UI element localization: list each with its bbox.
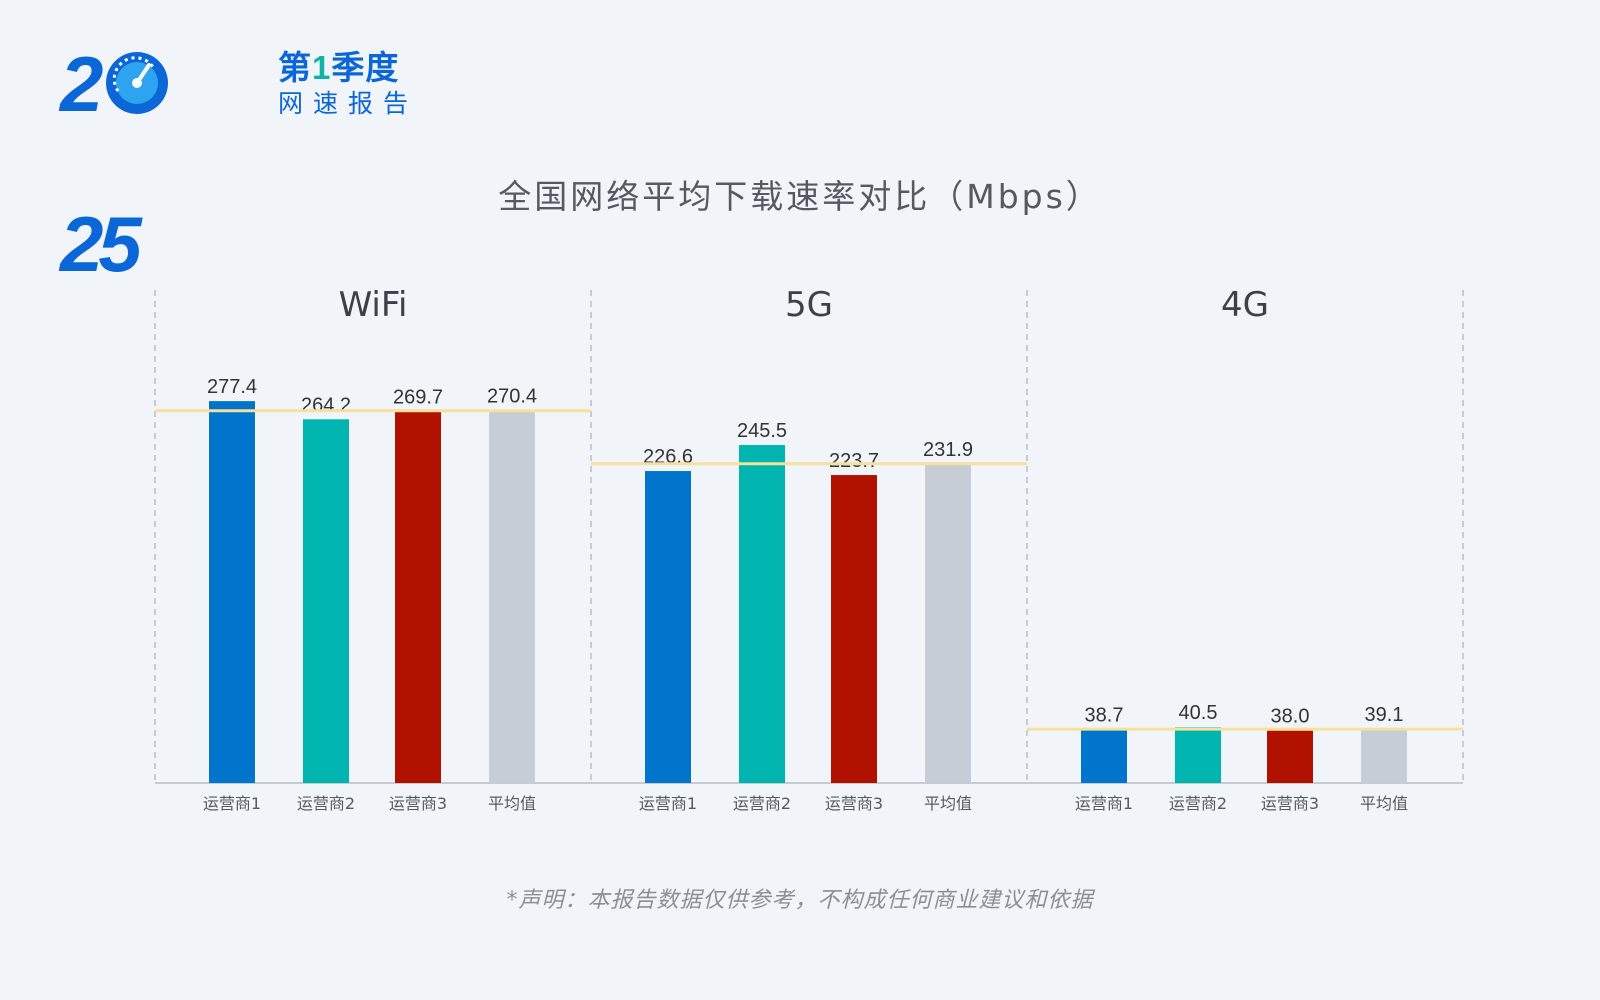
bar-4g-3 bbox=[1267, 730, 1313, 783]
logo-quarter-prefix: 第 bbox=[278, 49, 312, 86]
category-label-5g-1: 运营商1 bbox=[639, 794, 697, 813]
category-label-5g-2: 运营商2 bbox=[733, 794, 791, 813]
data-label-wifi-2: 264.2 bbox=[301, 394, 351, 416]
data-label-4g-4: 39.1 bbox=[1365, 704, 1404, 726]
logo-quarter-suffix: 季度 bbox=[331, 49, 400, 86]
bar-5g-2 bbox=[739, 445, 785, 783]
panel-title-4g: 4G bbox=[1221, 285, 1269, 325]
category-label-4g-4: 平均值 bbox=[1360, 794, 1408, 813]
bar-5g-3 bbox=[831, 475, 877, 783]
category-label-wifi-2: 运营商2 bbox=[297, 794, 355, 813]
data-label-4g-2: 40.5 bbox=[1179, 702, 1218, 724]
category-label-5g-4: 平均值 bbox=[924, 794, 972, 813]
data-label-5g-4: 231.9 bbox=[923, 439, 973, 461]
category-label-5g-3: 运营商3 bbox=[825, 794, 883, 813]
category-label-4g-1: 运营商1 bbox=[1075, 794, 1133, 813]
logo-quarter-number: 1 bbox=[312, 49, 332, 86]
bar-wifi-2 bbox=[303, 419, 349, 783]
category-label-wifi-3: 运营商3 bbox=[389, 794, 447, 813]
data-label-wifi-4: 270.4 bbox=[487, 386, 537, 408]
disclaimer: *声明：本报告数据仅供参考，不构成任何商业建议和依据 bbox=[506, 888, 1094, 913]
logo-text: 第1季度 网速报告 bbox=[278, 48, 478, 120]
category-label-wifi-1: 运营商1 bbox=[203, 794, 261, 813]
bar-4g-4 bbox=[1361, 729, 1407, 783]
data-label-5g-3: 223.7 bbox=[829, 450, 879, 472]
logo-quarter: 第1季度 bbox=[278, 48, 478, 88]
logo-report: 网速报告 bbox=[278, 90, 419, 118]
speedometer-icon bbox=[106, 52, 168, 114]
data-label-wifi-1: 277.4 bbox=[207, 376, 257, 398]
data-label-4g-3: 38.0 bbox=[1271, 706, 1310, 728]
category-label-4g-2: 运营商2 bbox=[1169, 794, 1227, 813]
logo-year: 225 bbox=[60, 40, 142, 288]
bar-wifi-1 bbox=[209, 401, 255, 783]
data-label-5g-2: 245.5 bbox=[737, 420, 787, 442]
category-label-wifi-4: 平均值 bbox=[488, 794, 536, 813]
chart-title: 全国网络平均下载速率对比（Mbps） bbox=[498, 177, 1102, 216]
bar-wifi-3 bbox=[395, 411, 441, 783]
bar-wifi-4 bbox=[489, 410, 535, 783]
bar-4g-2 bbox=[1175, 727, 1221, 783]
data-label-wifi-3: 269.7 bbox=[393, 387, 443, 409]
bar-5g-4 bbox=[925, 463, 971, 783]
panel-title-wifi: WiFi bbox=[339, 285, 408, 325]
bar-5g-1 bbox=[645, 471, 691, 783]
category-label-4g-3: 运营商3 bbox=[1261, 794, 1319, 813]
bar-4g-1 bbox=[1081, 729, 1127, 783]
data-label-4g-1: 38.7 bbox=[1085, 705, 1124, 727]
panel-title-5g: 5G bbox=[785, 285, 833, 325]
